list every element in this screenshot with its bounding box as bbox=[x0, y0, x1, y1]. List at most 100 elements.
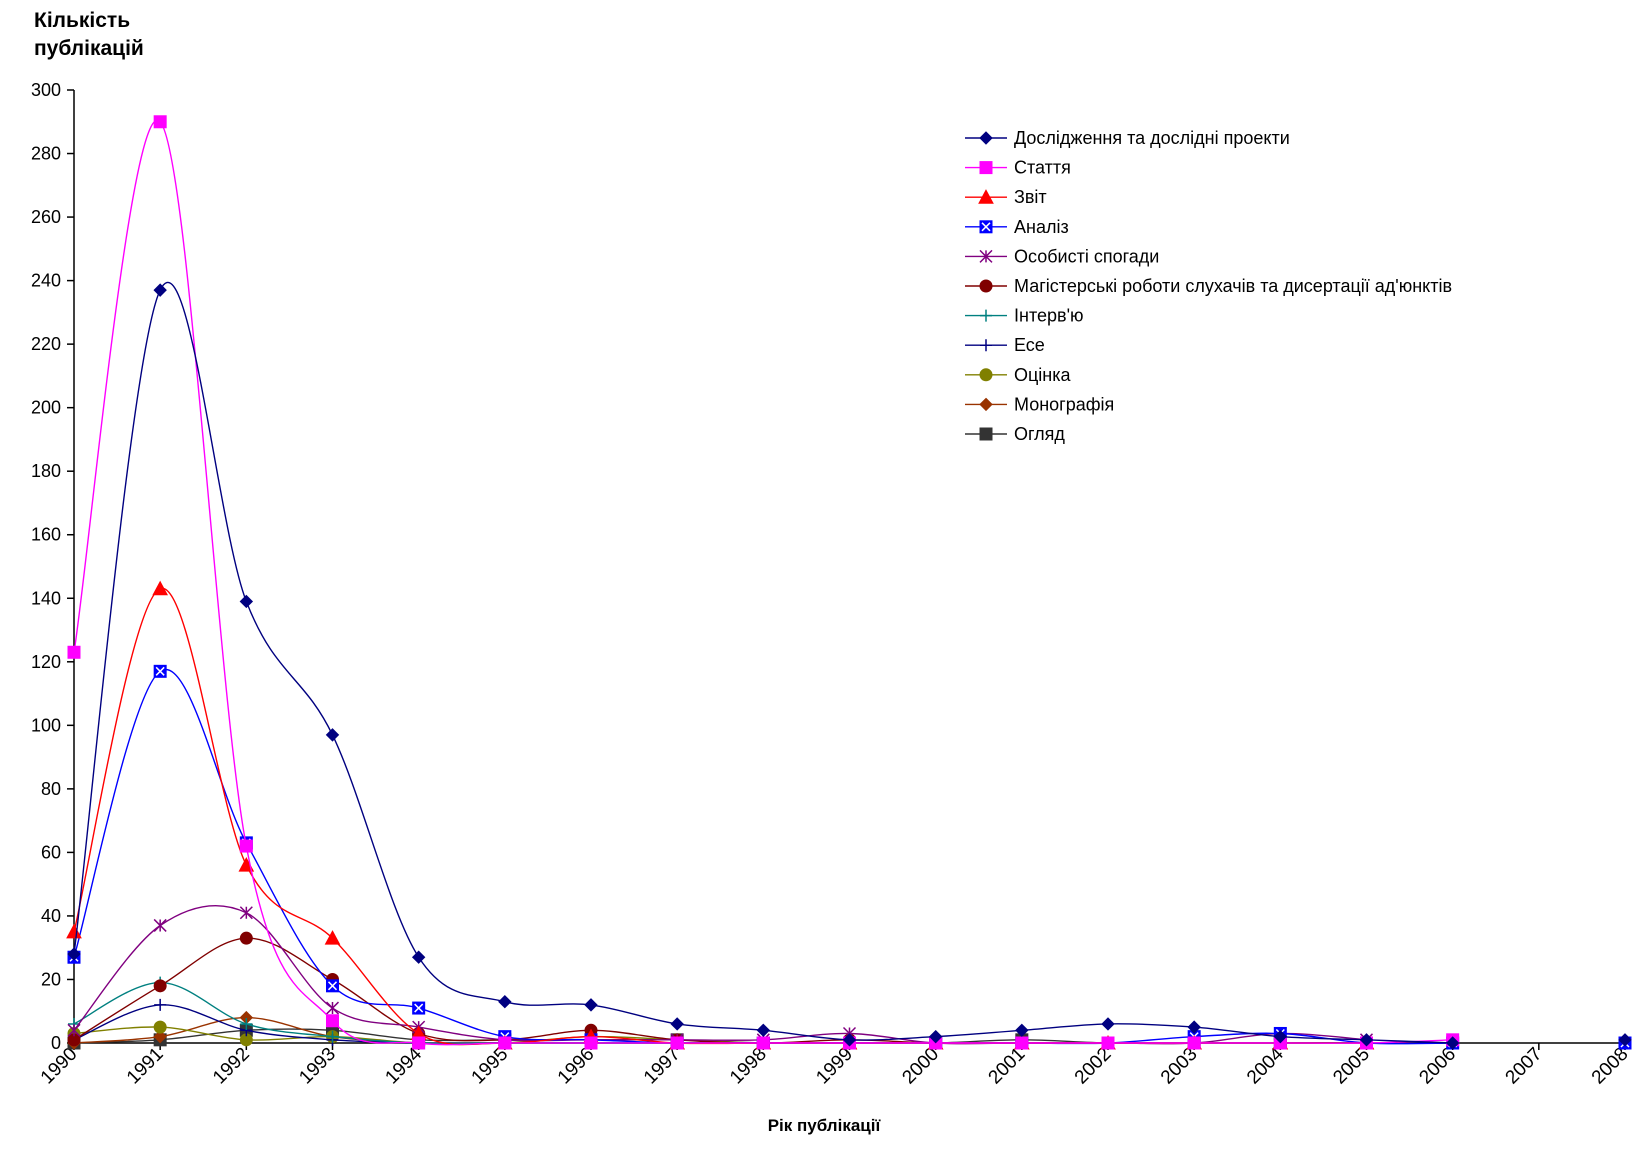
y-axis-title-line-1: Кількість bbox=[34, 9, 130, 32]
x-tick-label: 1998 bbox=[726, 1044, 771, 1089]
x-tick-label: 2006 bbox=[1415, 1044, 1460, 1089]
data-point bbox=[1015, 1036, 1029, 1050]
legend-entry: Огляд bbox=[965, 424, 1065, 444]
x-tick-label: 2008 bbox=[1588, 1044, 1633, 1089]
legend-entry: Стаття bbox=[965, 158, 1071, 178]
x-tick-label: 1992 bbox=[209, 1044, 254, 1089]
legend-entry: Дослідження та дослідні проекти bbox=[965, 128, 1290, 148]
x-tick-label: 1990 bbox=[37, 1044, 82, 1089]
x-tick-label: 1991 bbox=[123, 1044, 168, 1089]
legend-label: Оцінка bbox=[1014, 365, 1072, 385]
data-point bbox=[240, 1017, 253, 1030]
data-point bbox=[67, 1023, 81, 1037]
series-дослідження-та-дослідні-проекти bbox=[67, 281, 1632, 1050]
data-point bbox=[670, 1036, 684, 1050]
data-point bbox=[239, 594, 254, 609]
data-point bbox=[928, 1029, 943, 1044]
x-tick-label: 1993 bbox=[295, 1044, 340, 1089]
legend-entry: Есе bbox=[965, 335, 1045, 355]
legend-marker bbox=[979, 368, 993, 382]
data-point bbox=[67, 645, 81, 659]
y-tick-label: 240 bbox=[31, 271, 61, 291]
axes: 0 20 40 60 80 100 120 140 160 180 200 220 240 260 280 3… bbox=[31, 80, 1633, 1088]
series-line bbox=[73, 587, 1367, 1046]
series-line bbox=[73, 281, 1453, 1044]
data-point bbox=[412, 1036, 426, 1050]
legend-marker bbox=[979, 249, 993, 263]
legend-marker bbox=[979, 131, 993, 145]
y-tick-label: 300 bbox=[31, 80, 61, 100]
legend-label: Монографія bbox=[1014, 394, 1114, 414]
data-point bbox=[153, 979, 167, 993]
x-tick-label: 1994 bbox=[381, 1043, 426, 1088]
x-tick-label: 2002 bbox=[1071, 1044, 1116, 1089]
legend-entry: Інтерв'ю bbox=[965, 306, 1084, 326]
legend-marker bbox=[980, 309, 992, 322]
series-стаття bbox=[67, 115, 1460, 1050]
legend-marker bbox=[979, 161, 993, 175]
data-point bbox=[153, 283, 167, 297]
data-point bbox=[325, 728, 340, 742]
y-tick-label: 140 bbox=[31, 588, 61, 608]
y-tick-label: 180 bbox=[31, 461, 61, 481]
data-point bbox=[756, 1023, 771, 1038]
data-point bbox=[498, 994, 512, 1009]
y-tick-label: 260 bbox=[31, 207, 61, 227]
legend-entry: Звіт bbox=[965, 187, 1047, 207]
data-point bbox=[154, 998, 167, 1011]
data-point bbox=[153, 664, 167, 678]
y-tick-label: 20 bbox=[41, 969, 61, 989]
data-point bbox=[411, 950, 426, 964]
y-tick-label: 40 bbox=[41, 906, 61, 926]
data-point bbox=[498, 1036, 512, 1050]
data-point bbox=[756, 1036, 770, 1050]
x-axis-title: Рік публікації bbox=[768, 1116, 882, 1135]
x-tick-label: 2003 bbox=[1157, 1044, 1202, 1089]
y-tick-label: 280 bbox=[31, 144, 61, 164]
legend-label: Огляд bbox=[1014, 424, 1065, 444]
data-point bbox=[153, 1029, 167, 1044]
data-point bbox=[152, 580, 169, 596]
x-tick-label: 2000 bbox=[898, 1044, 943, 1089]
legend-marker bbox=[979, 427, 993, 441]
data-point bbox=[1445, 1036, 1460, 1050]
data-point bbox=[670, 1017, 684, 1031]
y-tick-label: 80 bbox=[41, 779, 61, 799]
data-point bbox=[324, 930, 341, 945]
x-tick-label: 1996 bbox=[554, 1044, 599, 1089]
data-point bbox=[412, 1001, 426, 1015]
x-tick-label: 1999 bbox=[812, 1044, 857, 1089]
legend-entry: Оцінка bbox=[965, 365, 1072, 385]
legend-marker bbox=[979, 279, 993, 293]
y-tick-label: 200 bbox=[31, 398, 61, 418]
data-point bbox=[1101, 1036, 1115, 1050]
legend-entry: Монографія bbox=[965, 394, 1114, 414]
legend-entry: Магістерські роботи слухачів та дисертац… bbox=[965, 276, 1452, 296]
legend: Дослідження та дослідні проекти Стаття Зві… bbox=[965, 128, 1452, 444]
y-tick-label: 60 bbox=[41, 842, 61, 862]
series-lines bbox=[66, 115, 1632, 1050]
data-point bbox=[1187, 1036, 1201, 1050]
legend-label: Звіт bbox=[1014, 187, 1047, 207]
x-tick-label: 2004 bbox=[1243, 1043, 1288, 1088]
data-point bbox=[66, 923, 82, 939]
y-axis-title-line-2: публікацій bbox=[34, 37, 144, 60]
legend-label: Есе bbox=[1014, 335, 1045, 355]
legend-marker bbox=[979, 220, 993, 234]
x-tick-label: 1997 bbox=[640, 1044, 685, 1089]
data-point bbox=[842, 1033, 857, 1047]
x-tick-label: 2001 bbox=[985, 1044, 1030, 1089]
data-point bbox=[584, 998, 598, 1012]
legend-marker bbox=[979, 397, 993, 412]
data-point bbox=[239, 839, 253, 853]
data-point bbox=[584, 1036, 598, 1050]
legend-label: Стаття bbox=[1014, 158, 1071, 178]
series-звіт bbox=[66, 580, 1375, 1050]
legend-label: Магістерські роботи слухачів та дисертац… bbox=[1014, 276, 1452, 296]
data-point bbox=[153, 115, 167, 129]
data-point bbox=[1359, 1033, 1374, 1047]
data-point bbox=[1101, 1017, 1115, 1031]
y-tick-label: 220 bbox=[31, 334, 61, 354]
x-tick-label: 1995 bbox=[468, 1044, 513, 1089]
